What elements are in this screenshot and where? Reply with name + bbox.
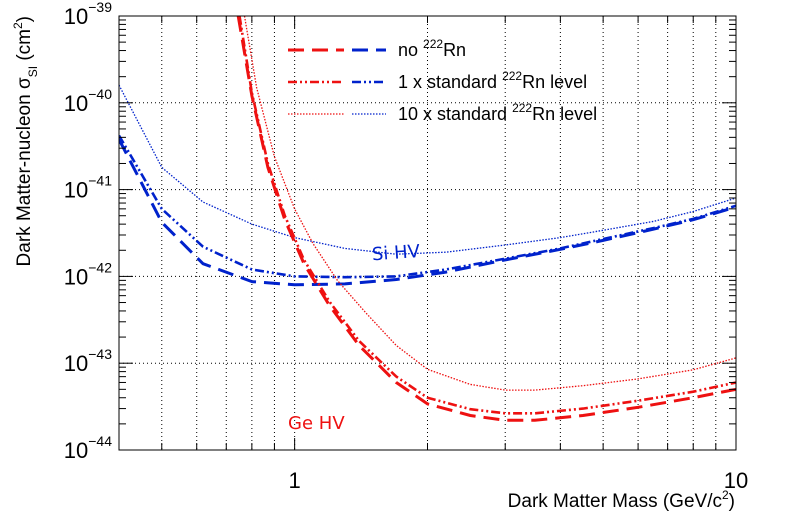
y-tick-label: 10−41	[64, 173, 112, 203]
y-tick-label: 10−44	[64, 433, 112, 463]
annotation-ge-hv: Ge HV	[288, 413, 345, 434]
y-tick-label-base: 10	[64, 91, 88, 116]
curve-si-hv-dotted	[119, 84, 736, 255]
axis-ticks	[118, 16, 737, 451]
y-axis-title-text: Dark Matter-nucleon σ	[14, 77, 35, 266]
y-tick-label-exp: −44	[88, 433, 112, 449]
y-tick-label: 10−42	[64, 259, 112, 289]
y-tick-label-exp: −39	[88, 0, 112, 15]
y-axis-title-end: )	[14, 16, 35, 22]
y-tick-label-base: 10	[64, 264, 88, 289]
x-axis-title-end: )	[729, 491, 735, 512]
y-tick-label-exp: −43	[88, 346, 112, 362]
curve-ge-hv-dashdot	[238, 16, 736, 415]
legend-label: 10 x standard 222Rn level	[398, 101, 597, 124]
y-tick-label-exp: −42	[88, 259, 112, 275]
legend-label-end: Rn	[443, 40, 466, 60]
legend-label-end: Rn level	[522, 72, 587, 92]
legend-label-end: Rn level	[532, 104, 597, 124]
curve-si-hv-dashed	[119, 138, 736, 287]
legend-label-text: no	[398, 40, 423, 60]
legend-label-sup: 222	[512, 101, 532, 115]
x-axis-title-text: Dark Matter Mass (GeV/c	[508, 491, 722, 512]
y-axis-title-sub: SI	[26, 66, 40, 77]
y-tick-label-base: 10	[64, 4, 88, 29]
limit-curves	[119, 16, 736, 422]
y-tick-label: 10−40	[64, 86, 112, 116]
y-tick-label-base: 10	[64, 178, 88, 203]
legend-label: no 222Rn	[398, 37, 466, 60]
y-tick-label: 10−43	[64, 346, 112, 376]
annotation-si-hv: Si HV	[371, 241, 421, 265]
legend-label-sup: 222	[502, 69, 522, 83]
x-tick-label: 10	[724, 468, 748, 493]
y-axis-title-unit-sup: 2	[11, 22, 25, 29]
y-axis-title-unit: (cm	[14, 29, 35, 66]
x-tick-label: 1	[289, 468, 301, 493]
legend-label-text: 10 x standard	[398, 104, 512, 124]
x-axis-title: Dark Matter Mass (GeV/c2)	[508, 488, 735, 512]
annotations: Si HV Ge HV	[288, 241, 421, 434]
y-tick-label-exp: −41	[88, 173, 112, 189]
x-axis-title-sup: 2	[722, 488, 729, 502]
y-tick-label: 10−39	[64, 0, 112, 29]
curve-si-hv-dashdot	[119, 134, 736, 279]
y-tick-label-exp: −40	[88, 86, 112, 102]
curve-ge-hv-dotted	[243, 16, 736, 391]
legend-label-sup: 222	[423, 37, 443, 51]
y-tick-label-base: 10	[64, 438, 88, 463]
legend-label-text: 1 x standard	[398, 72, 502, 92]
legend-label: 1 x standard 222Rn level	[398, 69, 587, 92]
y-axis-title: Dark Matter-nucleon σSI (cm2)	[11, 16, 40, 266]
y-tick-label-base: 10	[64, 351, 88, 376]
